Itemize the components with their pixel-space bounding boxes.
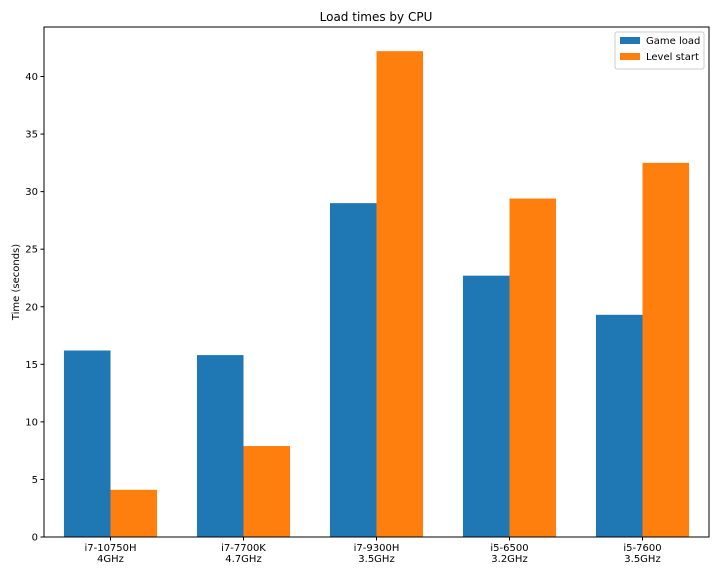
y-tick-label: 30 <box>25 187 38 198</box>
y-tick-label: 15 <box>25 360 38 371</box>
x-tick-label-model: i5-6500 <box>490 543 528 554</box>
legend-label: Level start <box>646 52 699 63</box>
legend-swatch <box>620 37 640 44</box>
y-tick-label: 35 <box>25 130 38 141</box>
bar-level-start-4 <box>642 162 690 537</box>
y-tick-label: 5 <box>32 475 38 486</box>
legend: Game load Level start <box>614 31 705 70</box>
bar-level-start-0 <box>110 489 158 537</box>
x-tick-label: i5-7600 3.5GHz <box>623 543 661 565</box>
bar-game-load-4 <box>595 314 643 537</box>
bar-game-load-1 <box>196 355 244 537</box>
x-tick-label-clock: 3.5GHz <box>624 554 660 565</box>
x-tick-label: i5-6500 3.2GHz <box>490 543 528 565</box>
y-tick-label: 0 <box>32 533 38 544</box>
x-tick-label: i7-7700K 4.7GHz <box>221 543 266 565</box>
x-tick-label-model: i7-9300H <box>354 543 400 554</box>
bar-level-start-1 <box>243 446 291 537</box>
legend-swatch <box>620 53 640 60</box>
y-axis-ticks: 0 5 10 15 20 25 30 35 40 <box>25 72 44 544</box>
x-tick-label: i7-9300H 3.5GHz <box>354 543 400 565</box>
plot-frame <box>43 26 710 538</box>
bars-group <box>63 51 690 538</box>
y-tick-label: 40 <box>25 72 38 83</box>
x-tick-label-model: i7-10750H <box>84 543 136 554</box>
x-tick-label-model: i7-7700K <box>221 543 266 554</box>
x-tick-label-clock: 3.5GHz <box>358 554 394 565</box>
bar-game-load-2 <box>329 203 377 537</box>
y-axis-label: Time (seconds) <box>11 244 22 321</box>
chart-title: Load times by CPU <box>320 10 433 24</box>
bar-game-load-3 <box>462 275 510 537</box>
y-tick-label: 25 <box>25 245 38 256</box>
x-tick-label-clock: 4GHz <box>97 554 124 565</box>
bar-game-load-0 <box>63 350 111 537</box>
bar-level-start-2 <box>376 51 424 538</box>
y-tick-label: 10 <box>25 417 38 428</box>
x-tick-label-clock: 3.2GHz <box>491 554 527 565</box>
x-tick-label-model: i5-7600 <box>623 543 661 554</box>
legend-label: Game load <box>646 36 700 47</box>
y-tick-label: 20 <box>25 302 38 313</box>
x-tick-label-clock: 4.7GHz <box>225 554 261 565</box>
bar-level-start-3 <box>509 198 557 537</box>
x-tick-label: i7-10750H 4GHz <box>84 543 136 565</box>
